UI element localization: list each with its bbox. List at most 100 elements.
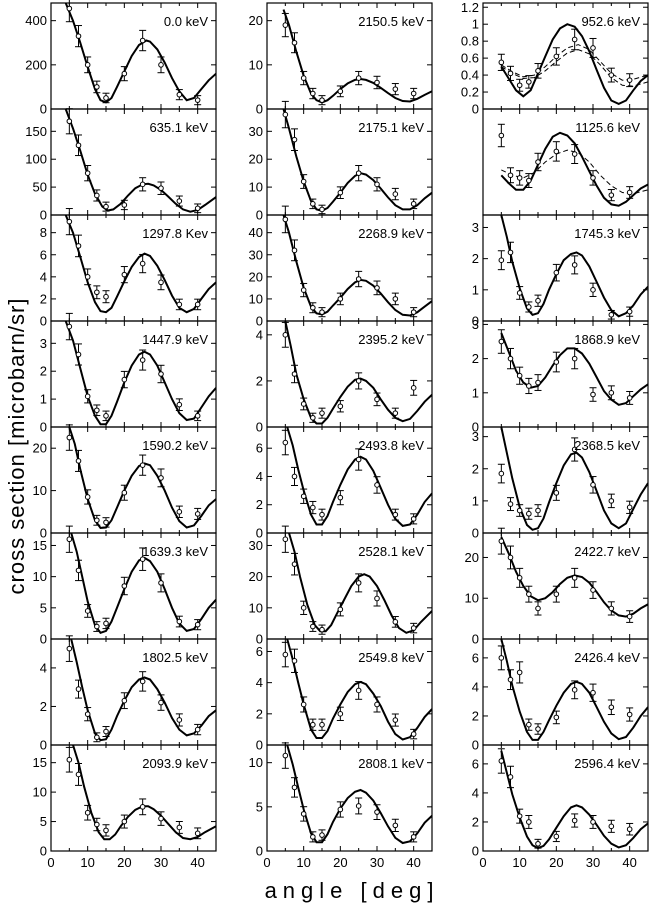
data-point xyxy=(120,576,128,596)
curves-group xyxy=(500,427,648,531)
data-marker xyxy=(282,536,289,543)
data-marker xyxy=(84,274,91,280)
data-point xyxy=(102,517,110,528)
data-point xyxy=(175,505,183,519)
data-marker xyxy=(337,606,344,613)
data-point xyxy=(626,500,634,514)
data-marker xyxy=(66,645,73,652)
data-point xyxy=(497,527,505,555)
data-point xyxy=(291,552,298,576)
data-point xyxy=(194,95,202,106)
panel-energy-label: 635.1 keV xyxy=(149,120,208,135)
data-marker xyxy=(103,413,109,419)
data-marker xyxy=(310,90,316,97)
data-point xyxy=(309,500,317,515)
data-point xyxy=(175,298,183,311)
dashed-curve xyxy=(501,149,648,195)
data-point xyxy=(65,108,73,135)
data-marker xyxy=(498,132,505,139)
data-marker xyxy=(319,626,325,633)
data-point xyxy=(497,463,505,484)
data-marker xyxy=(498,538,505,544)
y-tick-label: 20 xyxy=(249,569,263,584)
data-marker xyxy=(319,832,325,838)
y-tick-label: 0 xyxy=(256,102,263,117)
data-point xyxy=(525,585,533,603)
data-marker xyxy=(498,59,505,66)
data-marker xyxy=(507,249,514,256)
data-point xyxy=(139,29,147,52)
data-point xyxy=(300,696,308,713)
data-point xyxy=(102,617,110,630)
panel-energy-label: 1447.9 keV xyxy=(142,332,208,347)
data-marker xyxy=(553,490,560,496)
data-marker xyxy=(94,821,100,828)
panel-5: 0 5 10 15 1639.3 keV xyxy=(33,525,217,647)
data-marker xyxy=(337,494,344,501)
data-marker xyxy=(608,704,615,711)
y-tick-label: 10 xyxy=(465,591,479,606)
data-point xyxy=(65,635,73,662)
data-marker xyxy=(84,809,91,816)
y-tick-label: 0 xyxy=(40,208,47,223)
data-marker xyxy=(103,95,109,101)
y-tick-label: 200 xyxy=(25,57,47,72)
data-point xyxy=(93,621,101,632)
y-tick-label: 40 xyxy=(249,225,263,240)
data-marker xyxy=(498,655,505,661)
data-point xyxy=(534,601,542,616)
data-marker xyxy=(626,826,633,833)
fit-curve xyxy=(70,533,216,634)
data-marker xyxy=(75,686,82,692)
y-tick-label: 0 xyxy=(256,738,263,753)
data-point xyxy=(75,25,82,48)
x-tick-label: 20 xyxy=(549,855,563,870)
data-marker xyxy=(410,731,417,737)
data-point xyxy=(534,294,542,307)
y-tick-label: 0 xyxy=(472,632,479,647)
data-marker xyxy=(158,279,164,286)
curves-group xyxy=(284,321,432,425)
y-tick-label: 4 xyxy=(256,469,263,484)
y-tick-label: 1 xyxy=(472,282,479,297)
panel-energy-label: 0.0 keV xyxy=(164,14,208,29)
data-point xyxy=(589,37,597,58)
data-marker xyxy=(608,498,615,504)
data-point xyxy=(194,507,202,520)
data-point xyxy=(355,448,363,471)
y-tick-label: 6 xyxy=(472,756,479,771)
data-point xyxy=(194,619,202,631)
data-point xyxy=(291,466,298,487)
y-tick-label: 50 xyxy=(33,180,47,195)
data-point xyxy=(507,241,514,264)
data-point xyxy=(373,696,381,713)
data-marker xyxy=(66,756,73,763)
y-tick-label: 0 xyxy=(472,738,479,753)
data-marker xyxy=(374,79,380,86)
x-tick-label: 10 xyxy=(296,855,310,870)
data-point xyxy=(281,12,289,38)
data-point xyxy=(391,407,399,419)
data-point xyxy=(75,449,82,472)
panel-energy-label: 1639.3 keV xyxy=(142,544,208,559)
y-tick-label: 10 xyxy=(249,755,263,770)
data-point xyxy=(373,177,381,192)
data-point xyxy=(84,707,92,722)
data-point xyxy=(336,400,344,413)
data-marker xyxy=(337,88,344,95)
data-point xyxy=(93,404,101,417)
data-marker xyxy=(516,82,523,89)
data-point xyxy=(281,742,289,769)
x-tick-label: 40 xyxy=(190,855,204,870)
data-marker xyxy=(291,247,298,254)
data-point xyxy=(309,831,317,843)
data-marker xyxy=(626,711,633,718)
data-point xyxy=(607,385,615,401)
data-marker xyxy=(103,728,109,735)
data-marker xyxy=(291,136,298,143)
data-point xyxy=(534,374,542,391)
data-marker xyxy=(355,580,362,586)
x-tick-label: 0 xyxy=(479,855,486,870)
data-marker xyxy=(310,504,316,511)
x-tick-label: 30 xyxy=(154,855,168,870)
